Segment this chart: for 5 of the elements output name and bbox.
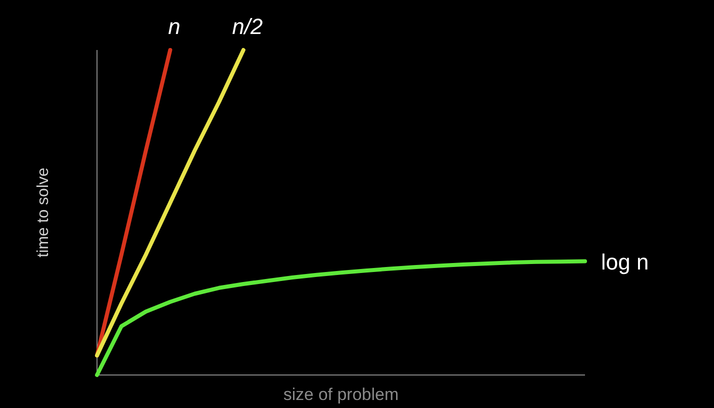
- series-label: n/2: [232, 14, 263, 39]
- y-axis-title: time to solve: [35, 167, 52, 258]
- series-label: n: [168, 14, 180, 39]
- series-label: log n: [601, 249, 649, 274]
- x-axis-title: size of problem: [283, 385, 399, 404]
